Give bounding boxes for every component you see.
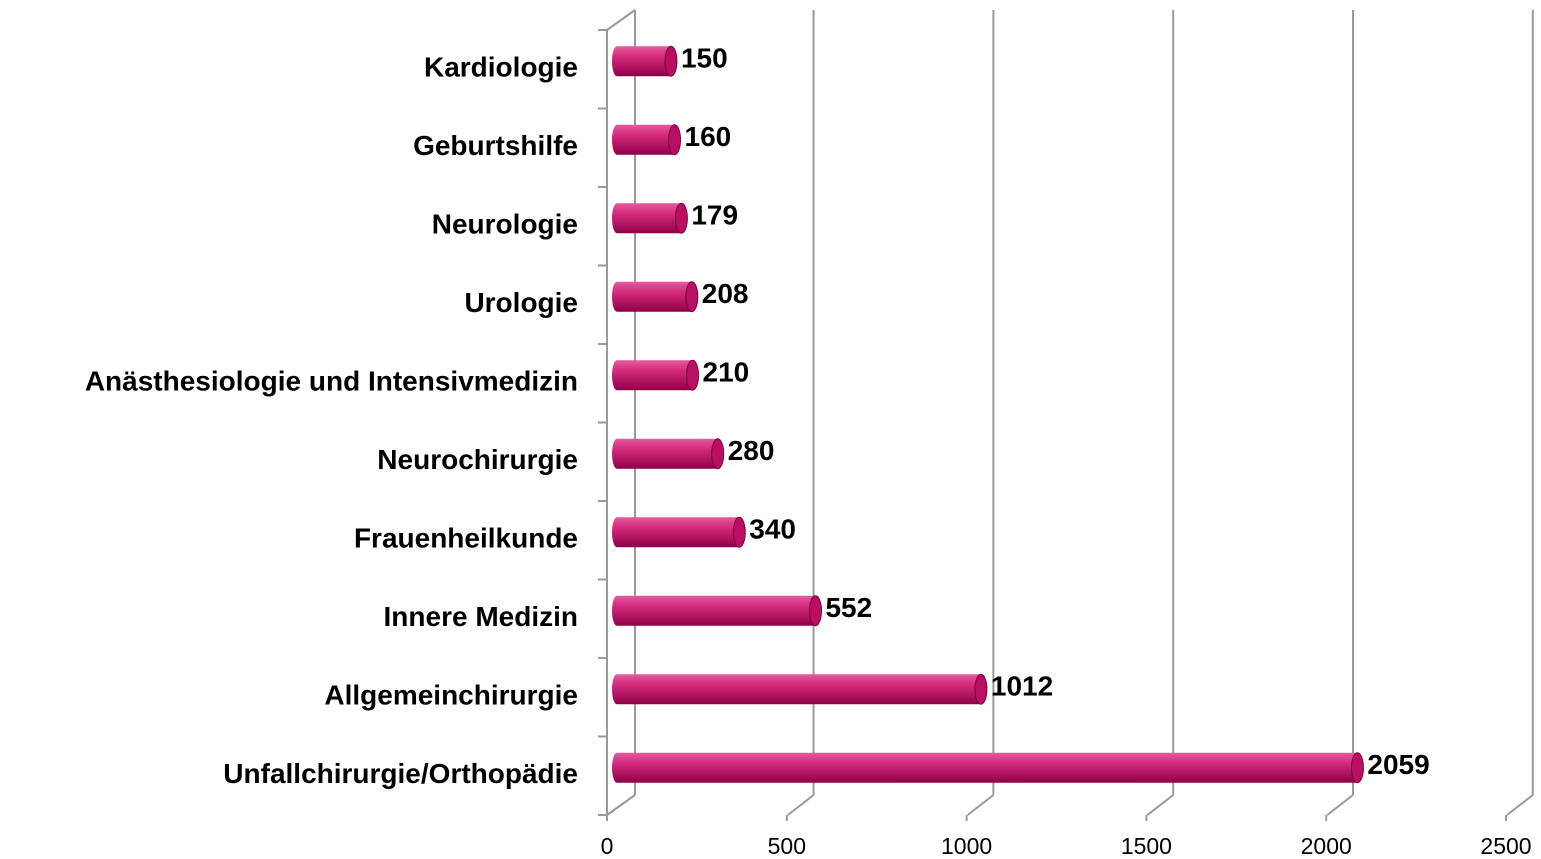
y-tick-label: Unfallchirurgie/Orthopädie [223, 758, 578, 789]
data-label: 150 [681, 43, 728, 74]
bar [612, 202, 688, 234]
bar [612, 124, 682, 156]
grid-line [787, 794, 815, 816]
x-tick-label: 1000 [941, 833, 992, 859]
y-tick-label: Geburtshilfe [413, 130, 578, 161]
y-tick-label: Innere Medizin [384, 601, 578, 632]
x-tick-label: 1500 [1121, 833, 1172, 859]
data-label: 2059 [1367, 749, 1429, 780]
x-tick-label: 500 [768, 833, 806, 859]
grid-line [1326, 794, 1354, 816]
x-tick-label: 2000 [1301, 833, 1352, 859]
y-tick-label: Anästhesiologie und Intensivmedizin [85, 366, 578, 397]
axis-corner [606, 9, 636, 31]
data-label: 552 [825, 592, 872, 623]
bar [612, 438, 725, 470]
grid-line [966, 794, 995, 816]
data-label: 210 [703, 357, 750, 388]
data-label: 1012 [991, 671, 1053, 702]
bar [612, 281, 699, 313]
data-label: 280 [728, 435, 775, 466]
bar [612, 673, 988, 705]
y-tick-label: Kardiologie [424, 52, 578, 83]
y-tick-label: Neurochirurgie [377, 444, 578, 475]
grid-line [1146, 794, 1174, 816]
x-tick-label: 0 [601, 833, 614, 859]
y-tick-label: Allgemeinchirurgie [324, 680, 578, 711]
bar [612, 359, 700, 391]
bar [612, 45, 678, 77]
x-tick-label: 2500 [1480, 833, 1531, 859]
bar [612, 516, 746, 548]
y-tick-label: Neurologie [432, 209, 578, 240]
y-tick-label: Frauenheilkunde [354, 523, 578, 554]
data-label: 208 [702, 278, 749, 309]
bar [612, 595, 822, 627]
axis-corner [606, 794, 636, 816]
data-label: 340 [749, 514, 796, 545]
y-tick-label: Urologie [464, 287, 578, 318]
data-label: 179 [691, 200, 738, 231]
bar [612, 752, 1364, 784]
grid-line [1506, 794, 1534, 816]
data-label: 160 [685, 121, 732, 152]
